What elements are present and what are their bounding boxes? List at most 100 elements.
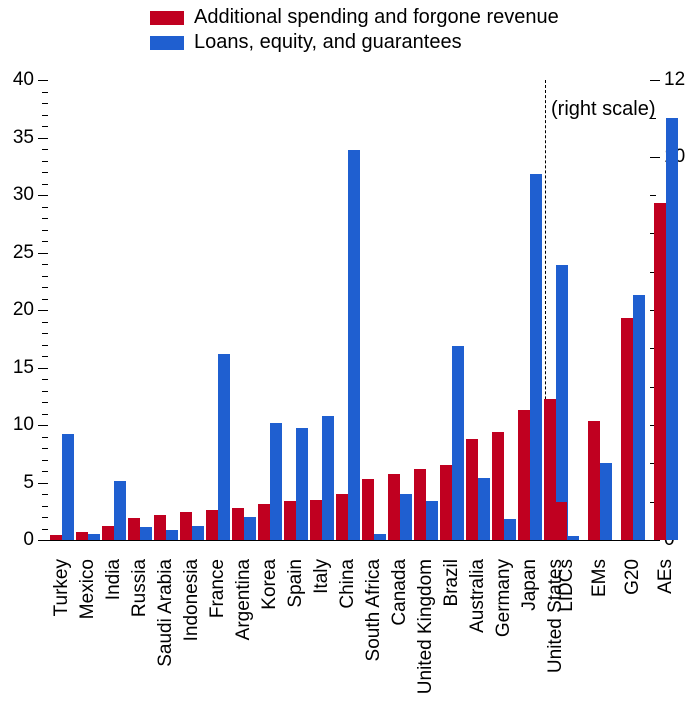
- bar-series1: [654, 203, 666, 540]
- y-left-label: 5: [4, 472, 34, 494]
- y-left-minor-tick: [42, 276, 48, 277]
- x-category-label: South Africa: [363, 559, 385, 709]
- x-category-label: Mexico: [77, 559, 99, 709]
- y-left-minor-tick: [42, 356, 48, 357]
- bar-series2: [567, 536, 579, 540]
- x-category-label: China: [337, 559, 359, 709]
- y-left-tick: [38, 483, 48, 484]
- bar-series1: [284, 501, 296, 540]
- bar-series1: [518, 410, 530, 540]
- bar-series2: [530, 174, 542, 540]
- bar-series1: [336, 494, 348, 540]
- bar-series1: [492, 432, 504, 540]
- bar-series1: [621, 318, 633, 540]
- y-right-minor-tick: [650, 195, 656, 196]
- y-left-minor-tick: [42, 103, 48, 104]
- bar-series2: [600, 463, 612, 540]
- bar-series2: [166, 530, 178, 540]
- y-left-minor-tick: [42, 126, 48, 127]
- y-left-minor-tick: [42, 287, 48, 288]
- y-left-tick: [38, 195, 48, 196]
- bar-series2: [192, 526, 204, 540]
- bar-series1: [50, 535, 62, 540]
- y-left-minor-tick: [42, 333, 48, 334]
- y-left-minor-tick: [42, 172, 48, 173]
- x-category-label: Argentina: [233, 559, 255, 709]
- bar-series1: [414, 469, 426, 540]
- y-left-minor-tick: [42, 414, 48, 415]
- bar-series1: [76, 532, 88, 540]
- y-left-tick: [38, 80, 48, 81]
- bar-series2: [556, 265, 568, 540]
- chart-root: Additional spending and forgone revenue …: [0, 0, 685, 697]
- x-category-label: Saudi Arabia: [155, 559, 177, 709]
- x-category-label: France: [207, 559, 229, 709]
- y-left-label: 20: [4, 299, 34, 321]
- x-category-label: Australia: [467, 559, 489, 709]
- y-left-minor-tick: [42, 241, 48, 242]
- y-left-tick: [38, 540, 48, 541]
- y-left-minor-tick: [42, 529, 48, 530]
- y-left-tick: [38, 253, 48, 254]
- y-left-minor-tick: [42, 299, 48, 300]
- x-category-label: Italy: [311, 559, 333, 709]
- y-left-minor-tick: [42, 161, 48, 162]
- y-left-minor-tick: [42, 471, 48, 472]
- y-right-tick: [650, 157, 660, 158]
- bar-series2: [296, 428, 308, 540]
- right-scale-note: (right scale): [551, 98, 655, 121]
- bar-series2: [426, 501, 438, 540]
- y-left-label: 40: [4, 69, 34, 91]
- y-left-minor-tick: [42, 402, 48, 403]
- plot-area: 0510152025303540024681012(right scale)Tu…: [0, 0, 685, 697]
- y-left-minor-tick: [42, 391, 48, 392]
- x-category-label: Japan: [519, 559, 541, 709]
- bar-series1: [232, 508, 244, 540]
- bar-series1: [388, 474, 400, 540]
- bar-series2: [400, 494, 412, 540]
- bar-series2: [218, 354, 230, 540]
- x-category-label: Spain: [285, 559, 307, 709]
- y-left-label: 0: [4, 529, 34, 551]
- y-left-minor-tick: [42, 115, 48, 116]
- bar-series1: [466, 439, 478, 540]
- bar-series2: [270, 423, 282, 540]
- x-category-label: AEs: [655, 559, 677, 709]
- y-left-minor-tick: [42, 322, 48, 323]
- y-left-minor-tick: [42, 264, 48, 265]
- y-left-tick: [38, 310, 48, 311]
- y-right-tick: [650, 80, 660, 81]
- bar-series1: [258, 504, 270, 540]
- x-category-label: Russia: [129, 559, 151, 709]
- bar-series2: [244, 517, 256, 540]
- y-left-minor-tick: [42, 460, 48, 461]
- y-left-minor-tick: [42, 230, 48, 231]
- bar-series2: [452, 346, 464, 540]
- x-category-label: Turkey: [51, 559, 73, 709]
- x-category-label: Germany: [493, 559, 515, 709]
- y-left-label: 30: [4, 184, 34, 206]
- bar-series1: [102, 526, 114, 540]
- y-left-label: 15: [4, 357, 34, 379]
- bar-series2: [374, 534, 386, 540]
- x-axis-baseline: [48, 540, 650, 541]
- y-left-minor-tick: [42, 345, 48, 346]
- y-left-minor-tick: [42, 218, 48, 219]
- bar-series2: [322, 416, 334, 540]
- x-category-label: India: [103, 559, 125, 709]
- bar-series2: [88, 534, 100, 540]
- bar-series2: [62, 434, 74, 540]
- x-category-label: LIDCs: [556, 559, 578, 709]
- y-left-minor-tick: [42, 207, 48, 208]
- bar-series1: [180, 512, 192, 540]
- y-left-minor-tick: [42, 92, 48, 93]
- bar-series2: [348, 150, 360, 540]
- y-left-minor-tick: [42, 149, 48, 150]
- y-left-minor-tick: [42, 379, 48, 380]
- bar-series1: [310, 500, 322, 540]
- x-category-label: United Kingdom: [415, 559, 437, 709]
- bar-series2: [666, 118, 678, 540]
- y-left-minor-tick: [42, 517, 48, 518]
- y-left-tick: [38, 138, 48, 139]
- y-left-minor-tick: [42, 494, 48, 495]
